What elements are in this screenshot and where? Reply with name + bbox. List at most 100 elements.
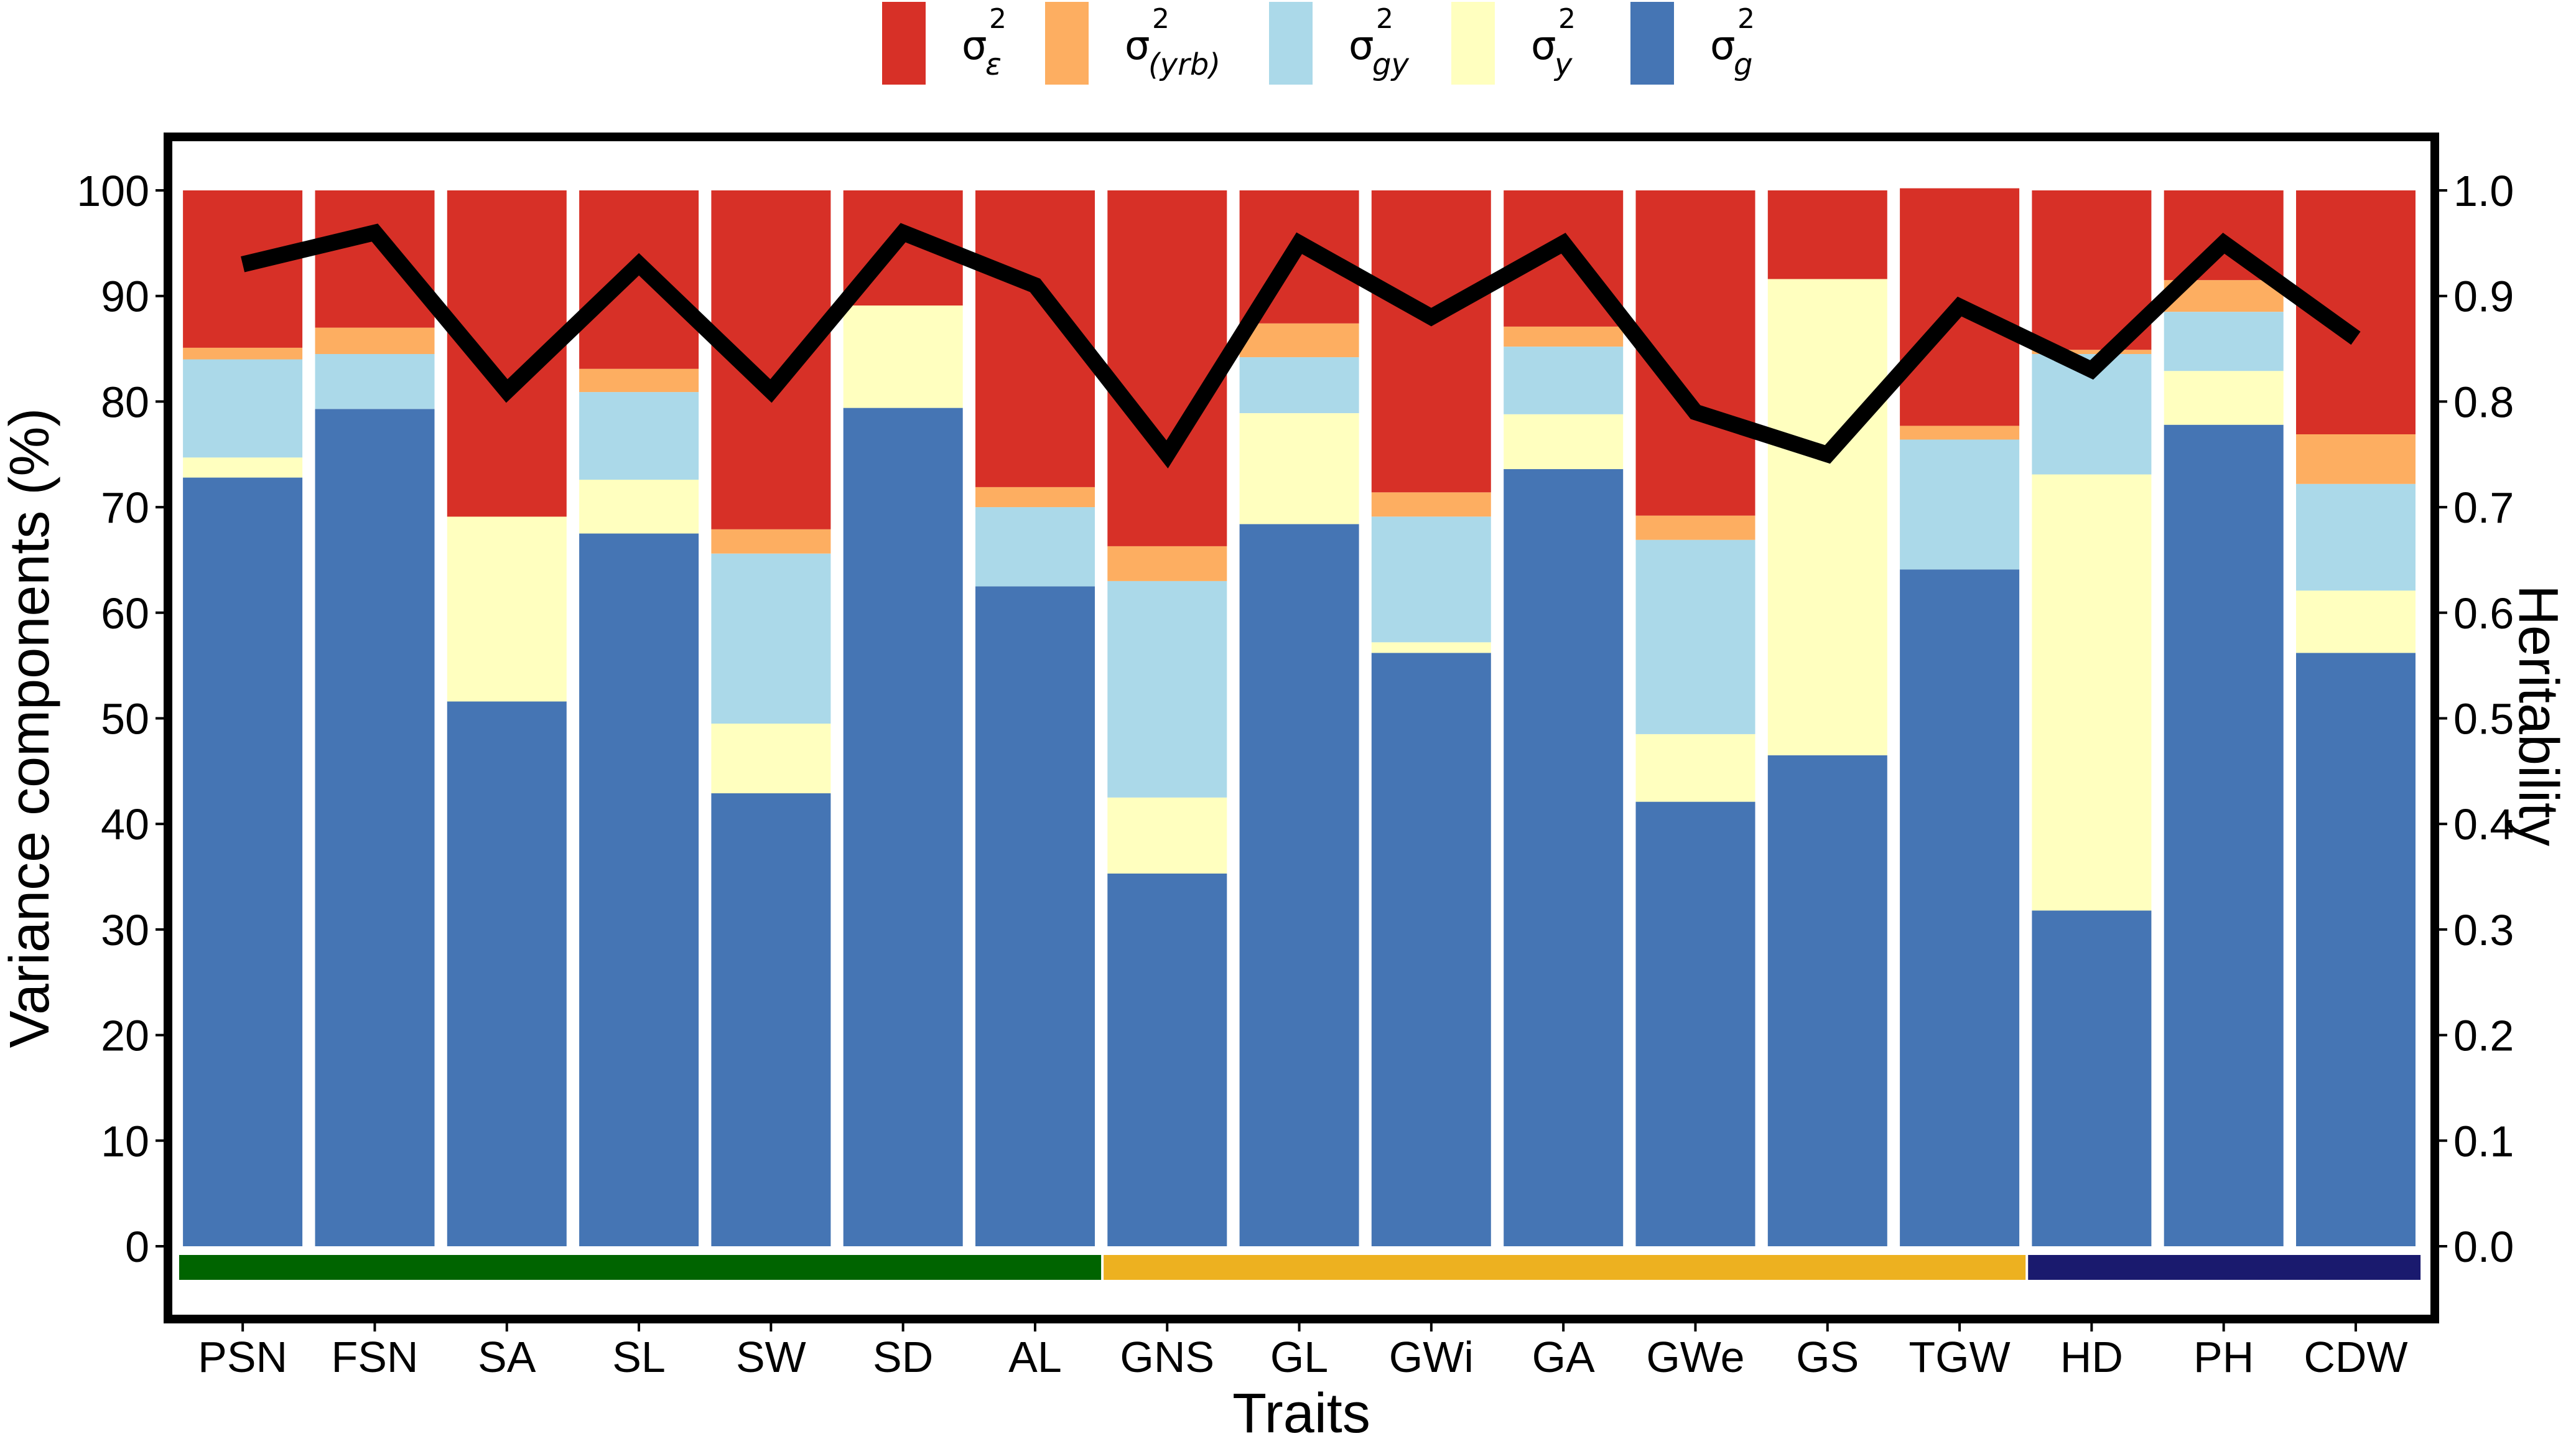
- legend-swatch-g: [1630, 2, 1674, 85]
- bar-segment-y-gs: [1767, 279, 1887, 755]
- legend-sub-g: g: [1734, 47, 1752, 82]
- bar-segment-e-sl: [579, 190, 699, 369]
- bar-segment-g-ph: [2164, 424, 2284, 1247]
- bar-segment-yrb-fsn: [315, 327, 435, 354]
- bar-segment-g-al: [975, 586, 1095, 1246]
- y2-tick-label: 0.4: [2453, 800, 2514, 849]
- y2-tick-label: 0.5: [2453, 695, 2514, 744]
- bar-segment-g-sa: [447, 701, 567, 1246]
- bar-segment-e-gwi: [1371, 190, 1491, 493]
- legend-swatch-y: [1451, 2, 1495, 85]
- y2-tick-label: 0.2: [2453, 1012, 2514, 1060]
- y2-axis-title: Heritability: [2507, 585, 2569, 846]
- y2-tick-label: 0.3: [2453, 906, 2514, 954]
- y2-tick-label: 0.9: [2453, 273, 2514, 321]
- y-tick-label: 90: [101, 273, 149, 321]
- x-tick-label-tgw: TGW: [1909, 1333, 2010, 1381]
- x-tick-label-cdw: CDW: [2304, 1333, 2407, 1381]
- x-axis: PSN FSN SA SL SW SD AL GNS GL GWi GA GWe GS TGW HD PH CD…: [198, 1319, 2408, 1381]
- bar-segment-g-sl: [579, 533, 699, 1246]
- legend-label-gy: σ: [1349, 23, 1374, 69]
- bar-segment-e-gns: [1107, 190, 1227, 546]
- bar-segment-e-psn: [183, 190, 303, 348]
- bar-segment-e-fsn: [315, 190, 435, 328]
- x-tick-label-gwe: GWe: [1646, 1333, 1744, 1381]
- bar-segment-yrb-sl: [579, 368, 699, 393]
- bar-segment-gy-fsn: [315, 354, 435, 409]
- bar-segment-y-gwi: [1371, 642, 1491, 653]
- y2-tick-label: 1.0: [2453, 167, 2514, 215]
- bar-segment-y-gl: [1239, 413, 1359, 525]
- bar-segment-g-hd: [2032, 910, 2152, 1246]
- bar-segment-yrb-gns: [1107, 546, 1227, 581]
- legend-sup-g: 2: [1737, 3, 1755, 35]
- bar-segment-yrb-gwe: [1635, 515, 1755, 540]
- x-tick-label-gl: GL: [1270, 1333, 1328, 1381]
- bar-segment-y-gwe: [1635, 734, 1755, 802]
- legend-item-gy: σ2 gy: [1269, 2, 1409, 85]
- bar-segment-gy-sl: [579, 392, 699, 480]
- y-axis-right: 0.0 0.1 0.2 0.3 0.4 0.5 0.6 0.7 0.8 0.9 1.0: [2435, 167, 2514, 1271]
- y-axis-left: 0 10 20 30 40 50 60 70 80 90 100: [77, 167, 168, 1271]
- bar-segment-g-sd: [843, 408, 963, 1246]
- legend-item-g: σ2 g: [1630, 2, 1755, 85]
- bar-segment-yrb-gwi: [1371, 492, 1491, 517]
- y-tick-label: 60: [101, 589, 149, 638]
- bar-segment-gy-tgw: [1900, 439, 2020, 570]
- y-tick-label: 30: [101, 906, 149, 954]
- y2-tick-label: 0.8: [2453, 378, 2514, 426]
- legend-label-y: σ: [1531, 23, 1556, 69]
- y2-tick-label: 0.6: [2453, 589, 2514, 638]
- bar-segment-g-gns: [1107, 874, 1227, 1246]
- legend-swatch-gy: [1269, 2, 1313, 85]
- bar-segment-gy-gl: [1239, 357, 1359, 413]
- x-tick-label-gns: GNS: [1120, 1333, 1214, 1381]
- bar-segment-gy-gwi: [1371, 516, 1491, 643]
- y2-tick-label: 0.7: [2453, 483, 2514, 532]
- y-tick-label: 70: [101, 483, 149, 532]
- bar-segment-y-psn: [183, 457, 303, 478]
- bar-segment-gy-cdw: [2296, 483, 2416, 591]
- trait-group-strips: [179, 1255, 2421, 1280]
- legend-label-e: σ: [962, 23, 987, 69]
- bar-segment-gy-gns: [1107, 581, 1227, 798]
- legend-label-yrb: σ: [1125, 23, 1150, 69]
- x-tick-label-ph: PH: [2193, 1333, 2254, 1381]
- legend-swatch-yrb: [1045, 2, 1089, 85]
- panel-border: [164, 133, 2439, 1323]
- bar-segment-yrb-sw: [711, 529, 831, 554]
- y-axis-title: Variance components (%): [0, 408, 61, 1048]
- bar-segment-g-psn: [183, 477, 303, 1246]
- legend-sub-y: y: [1553, 47, 1573, 82]
- bar-segment-yrb-psn: [183, 347, 303, 360]
- legend-sup-yrb: 2: [1152, 3, 1169, 35]
- x-tick-label-gwi: GWi: [1389, 1333, 1474, 1381]
- bar-segment-g-gwi: [1371, 653, 1491, 1246]
- legend-label-g: σ: [1710, 23, 1736, 69]
- legend-item-y: σ2 y: [1451, 2, 1576, 85]
- bar-segment-gy-gwe: [1635, 539, 1755, 734]
- y-tick-label: 100: [77, 167, 149, 215]
- x-axis-title: Traits: [1232, 1383, 1370, 1441]
- y-tick-label: 40: [101, 800, 149, 849]
- bar-segment-y-sl: [579, 480, 699, 534]
- y-tick-label: 50: [101, 695, 149, 744]
- bar-segment-gy-ph: [2164, 312, 2284, 371]
- bar-segment-y-ga: [1504, 414, 1624, 469]
- legend-item-yrb: σ2 (yrb): [1045, 2, 1221, 85]
- bar-segment-yrb-gl: [1239, 323, 1359, 358]
- bar-segment-yrb-tgw: [1900, 426, 2020, 440]
- x-tick-label-psn: PSN: [198, 1333, 287, 1381]
- heritability-line: [241, 223, 2361, 469]
- bar-segment-gy-sw: [711, 553, 831, 724]
- bar-segment-yrb-cdw: [2296, 434, 2416, 484]
- y2-tick-label: 0.0: [2453, 1223, 2514, 1271]
- bar-segment-y-hd: [2032, 474, 2152, 911]
- bar-segment-g-gs: [1767, 755, 1887, 1246]
- bar-segment-g-fsn: [315, 409, 435, 1246]
- group-strip-1: [179, 1255, 1102, 1280]
- legend-sub-e: ε: [985, 47, 1002, 82]
- x-tick-label-ga: GA: [1532, 1333, 1595, 1381]
- bar-segment-g-sw: [711, 793, 831, 1246]
- group-strip-3: [2028, 1255, 2421, 1280]
